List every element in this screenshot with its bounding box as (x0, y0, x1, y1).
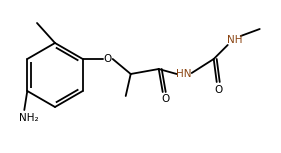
Text: O: O (162, 94, 170, 104)
Text: HN: HN (176, 69, 191, 79)
Text: O: O (215, 85, 223, 95)
Text: O: O (104, 54, 112, 64)
Text: NH: NH (227, 35, 243, 45)
Text: NH₂: NH₂ (19, 113, 39, 123)
